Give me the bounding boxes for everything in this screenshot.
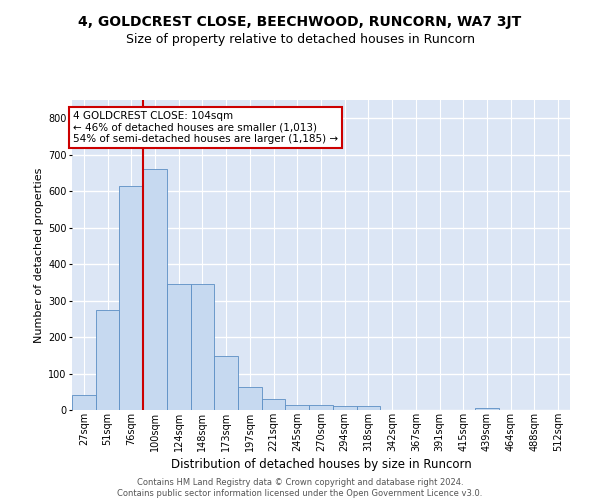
- Text: 4 GOLDCREST CLOSE: 104sqm
← 46% of detached houses are smaller (1,013)
54% of se: 4 GOLDCREST CLOSE: 104sqm ← 46% of detac…: [73, 111, 338, 144]
- Bar: [475, 408, 499, 410]
- Bar: [238, 387, 262, 410]
- Bar: [262, 399, 286, 410]
- Bar: [333, 406, 356, 410]
- Y-axis label: Number of detached properties: Number of detached properties: [34, 168, 44, 342]
- Bar: [309, 406, 333, 410]
- Bar: [167, 284, 191, 410]
- Text: Contains HM Land Registry data © Crown copyright and database right 2024.
Contai: Contains HM Land Registry data © Crown c…: [118, 478, 482, 498]
- Bar: [356, 406, 380, 410]
- Text: Size of property relative to detached houses in Runcorn: Size of property relative to detached ho…: [125, 32, 475, 46]
- Bar: [286, 404, 309, 410]
- Bar: [119, 186, 143, 410]
- Bar: [96, 310, 119, 410]
- Text: 4, GOLDCREST CLOSE, BEECHWOOD, RUNCORN, WA7 3JT: 4, GOLDCREST CLOSE, BEECHWOOD, RUNCORN, …: [79, 15, 521, 29]
- Bar: [72, 396, 96, 410]
- Bar: [214, 356, 238, 410]
- Bar: [143, 170, 167, 410]
- X-axis label: Distribution of detached houses by size in Runcorn: Distribution of detached houses by size …: [170, 458, 472, 470]
- Bar: [191, 284, 214, 410]
